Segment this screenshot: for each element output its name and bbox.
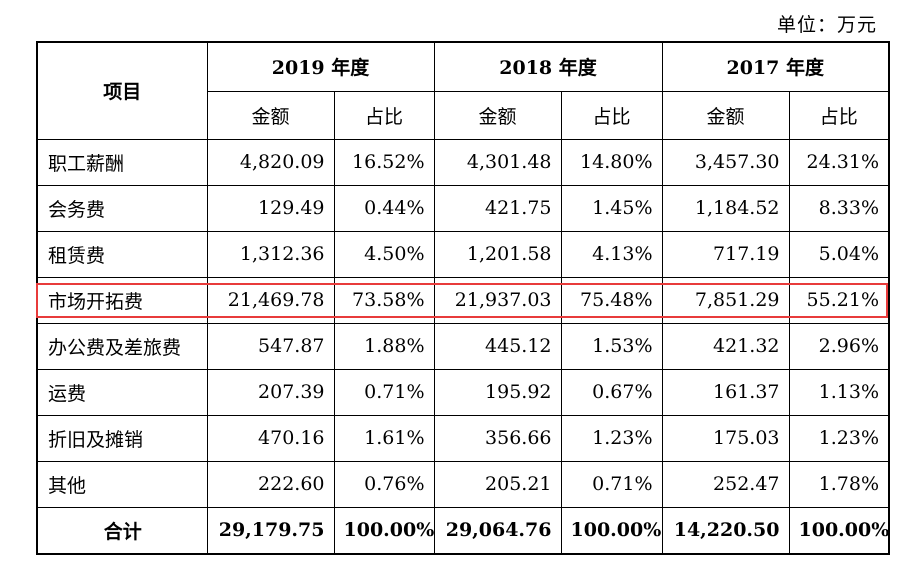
amount-cell: 4,301.48 — [433, 138, 562, 186]
header-year-2019: 2019 年度 — [206, 41, 435, 92]
ratio-cell: 5.04% — [788, 230, 890, 278]
table-row: 其他 222.60 0.76% 205.21 0.71% 252.47 1.78% — [36, 460, 890, 508]
total-label: 合计 — [36, 506, 208, 555]
amount-cell: 1,312.36 — [206, 230, 335, 278]
ratio-cell: 75.48% — [560, 276, 663, 324]
amount-cell: 207.39 — [206, 368, 335, 416]
row-label: 办公费及差旅费 — [36, 322, 208, 370]
table-row: 市场开拓费 21,469.78 73.58% 21,937.03 75.48% 7,851… — [36, 276, 890, 324]
ratio-cell: 0.44% — [333, 184, 435, 232]
unit-label: 单位：万元 — [776, 14, 877, 36]
ratio-cell: 0.71% — [333, 368, 435, 416]
header-amount: 金额 — [206, 90, 335, 140]
amount-cell: 356.66 — [433, 414, 562, 462]
ratio-cell: 1.78% — [788, 460, 890, 508]
amount-cell: 175.03 — [661, 414, 790, 462]
amount-cell: 129.49 — [206, 184, 335, 232]
ratio-cell: 14.80% — [560, 138, 663, 186]
ratio-cell: 73.58% — [333, 276, 435, 324]
ratio-cell: 1.13% — [788, 368, 890, 416]
ratio-cell: 16.52% — [333, 138, 435, 186]
amount-cell: 195.92 — [433, 368, 562, 416]
header-amount: 金额 — [661, 90, 790, 140]
amount-cell: 4,820.09 — [206, 138, 335, 186]
amount-cell: 7,851.29 — [661, 276, 790, 324]
amount-cell: 205.21 — [433, 460, 562, 508]
ratio-cell: 4.13% — [560, 230, 663, 278]
total-cell: 100.00% — [560, 506, 663, 555]
amount-cell: 21,469.78 — [206, 276, 335, 324]
amount-cell: 470.16 — [206, 414, 335, 462]
total-cell: 100.00% — [333, 506, 435, 555]
expense-table: 项目 2019 年度 2018 年度 2017 年度 金额 占比 金额 占比 金… — [36, 41, 890, 555]
row-label: 其他 — [36, 460, 208, 508]
total-cell: 29,064.76 — [433, 506, 562, 555]
amount-cell: 1,184.52 — [661, 184, 790, 232]
ratio-cell: 1.88% — [333, 322, 435, 370]
ratio-cell: 55.21% — [788, 276, 890, 324]
table-row: 折旧及摊销 470.16 1.61% 356.66 1.23% 175.03 1.23% — [36, 414, 890, 462]
ratio-cell: 1.61% — [333, 414, 435, 462]
amount-cell: 421.75 — [433, 184, 562, 232]
row-label: 会务费 — [36, 184, 208, 232]
total-cell: 14,220.50 — [661, 506, 790, 555]
amount-cell: 21,937.03 — [433, 276, 562, 324]
amount-cell: 547.87 — [206, 322, 335, 370]
row-label: 职工薪酬 — [36, 138, 208, 186]
table-row: 运费 207.39 0.71% 195.92 0.67% 161.37 1.13% — [36, 368, 890, 416]
table-row: 办公费及差旅费 547.87 1.88% 445.12 1.53% 421.32 2.96% — [36, 322, 890, 370]
ratio-cell: 1.45% — [560, 184, 663, 232]
table-row: 会务费 129.49 0.44% 421.75 1.45% 1,184.52 8.33% — [36, 184, 890, 232]
amount-cell: 445.12 — [433, 322, 562, 370]
amount-cell: 717.19 — [661, 230, 790, 278]
row-label: 市场开拓费 — [36, 276, 208, 324]
amount-cell: 421.32 — [661, 322, 790, 370]
amount-cell: 3,457.30 — [661, 138, 790, 186]
header-ratio: 占比 — [560, 90, 663, 140]
amount-cell: 252.47 — [661, 460, 790, 508]
header-ratio: 占比 — [333, 90, 435, 140]
ratio-cell: 1.53% — [560, 322, 663, 370]
ratio-cell: 0.67% — [560, 368, 663, 416]
row-label: 折旧及摊销 — [36, 414, 208, 462]
table-body: 职工薪酬 4,820.09 16.52% 4,301.48 14.80% 3,457.30… — [36, 138, 890, 508]
row-label: 运费 — [36, 368, 208, 416]
ratio-cell: 0.71% — [560, 460, 663, 508]
table-row: 职工薪酬 4,820.09 16.52% 4,301.48 14.80% 3,457.30… — [36, 138, 890, 186]
table-row: 租赁费 1,312.36 4.50% 1,201.58 4.13% 717.19 5.04% — [36, 230, 890, 278]
total-cell: 100.00% — [788, 506, 890, 555]
ratio-cell: 8.33% — [788, 184, 890, 232]
row-label: 租赁费 — [36, 230, 208, 278]
amount-cell: 161.37 — [661, 368, 790, 416]
header-amount: 金额 — [433, 90, 562, 140]
header-year-2018: 2018 年度 — [433, 41, 663, 92]
amount-cell: 1,201.58 — [433, 230, 562, 278]
ratio-cell: 0.76% — [333, 460, 435, 508]
total-cell: 29,179.75 — [206, 506, 335, 555]
ratio-cell: 1.23% — [788, 414, 890, 462]
ratio-cell: 4.50% — [333, 230, 435, 278]
ratio-cell: 24.31% — [788, 138, 890, 186]
ratio-cell: 1.23% — [560, 414, 663, 462]
ratio-cell: 2.96% — [788, 322, 890, 370]
amount-cell: 222.60 — [206, 460, 335, 508]
header-ratio: 占比 — [788, 90, 890, 140]
header-year-2017: 2017 年度 — [661, 41, 890, 92]
total-row: 合计 29,179.75 100.00% 29,064.76 100.00% 1… — [36, 506, 890, 555]
header-item: 项目 — [36, 41, 208, 140]
